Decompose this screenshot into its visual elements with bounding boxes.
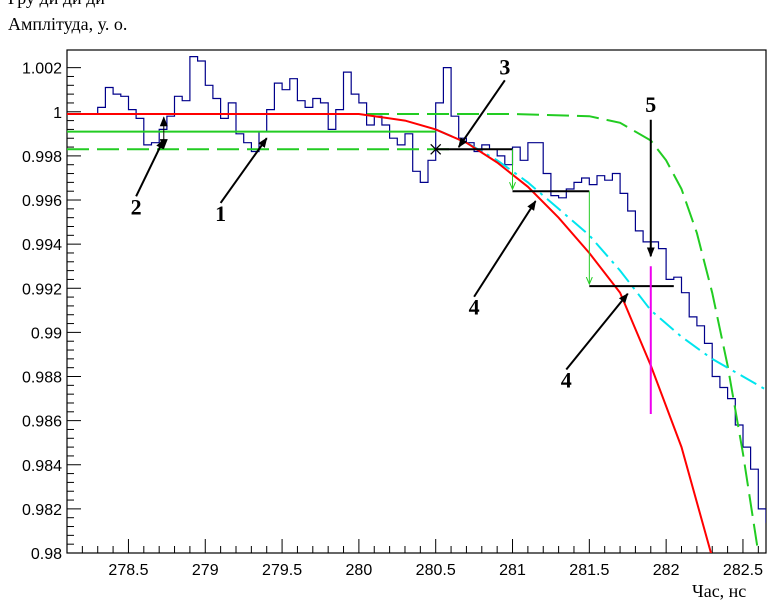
x-axis-label: Час, нс bbox=[692, 581, 746, 601]
annotation-arrow-2 bbox=[135, 138, 165, 197]
y-tick-label: 0.982 bbox=[22, 502, 62, 519]
header-fragment: Гру ди ди ди bbox=[8, 0, 105, 8]
histogram-series bbox=[67, 56, 766, 523]
annotation-label-5: 4 bbox=[561, 368, 572, 393]
axis-ticks: 0.98 0.982 0.984 0.986 0.988 0.99 0.992 0.994 0.… bbox=[22, 61, 763, 579]
y-tick-label: 0.99 bbox=[31, 325, 62, 342]
y-tick-label: 0.986 bbox=[22, 414, 62, 431]
annotation-layer: 1 2 3 4 4 5 bbox=[131, 54, 657, 392]
smooth-dashdot-curve bbox=[435, 128, 766, 391]
annotation-label-4: 4 bbox=[469, 295, 480, 320]
annotation-label-2: 2 bbox=[131, 194, 142, 219]
series-layer bbox=[67, 56, 766, 553]
y-tick-label: 0.984 bbox=[22, 458, 62, 475]
annotation-label-1: 1 bbox=[215, 201, 226, 226]
x-tick-label: 282.5 bbox=[723, 562, 763, 579]
x-tick-label: 280 bbox=[346, 562, 373, 579]
x-tick-label: 281.5 bbox=[569, 562, 609, 579]
annotation-arrow-4 bbox=[473, 200, 537, 298]
y-tick-label: 0.98 bbox=[31, 546, 62, 563]
y-tick-label: 0.988 bbox=[22, 370, 62, 387]
annotation-arrow-3 bbox=[457, 79, 506, 148]
x-tick-label: 279 bbox=[192, 562, 219, 579]
annotation-arrow-1 bbox=[219, 137, 268, 204]
y-axis-label: Амплітуда, у. о. bbox=[8, 14, 127, 34]
y-tick-label: 1 bbox=[53, 105, 62, 122]
annotation-label-3: 3 bbox=[499, 54, 510, 79]
x-tick-label: 282 bbox=[653, 562, 680, 579]
x-tick-label: 280.5 bbox=[416, 562, 456, 579]
y-tick-label: 1.002 bbox=[22, 61, 62, 78]
annotation-label-6: 5 bbox=[645, 92, 656, 117]
y-tick-label: 0.992 bbox=[22, 281, 62, 298]
plot-frame bbox=[66, 49, 767, 554]
shifted-dashed-curve bbox=[67, 113, 760, 553]
annotation-arrow-5 bbox=[565, 293, 629, 371]
start-cross-marker bbox=[430, 143, 442, 155]
y-tick-label: 0.994 bbox=[22, 237, 62, 254]
fit-curve bbox=[67, 113, 713, 553]
x-tick-label: 279.5 bbox=[262, 562, 302, 579]
y-tick-label: 0.998 bbox=[22, 149, 62, 166]
y-tick-label: 0.996 bbox=[22, 193, 62, 210]
x-tick-label: 278.5 bbox=[108, 562, 148, 579]
x-tick-label: 281 bbox=[499, 562, 526, 579]
